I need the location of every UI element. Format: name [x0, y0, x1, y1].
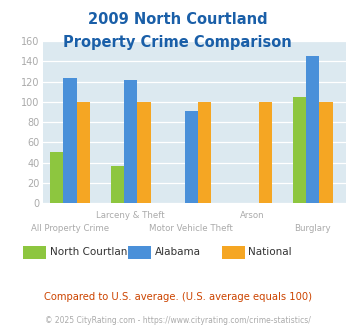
Text: All Property Crime: All Property Crime: [31, 224, 109, 233]
Text: Motor Vehicle Theft: Motor Vehicle Theft: [149, 224, 233, 233]
Bar: [306, 56, 320, 203]
Text: National: National: [248, 248, 292, 257]
Bar: [137, 102, 151, 203]
Bar: [124, 80, 137, 203]
Text: North Courtland: North Courtland: [50, 248, 134, 257]
Bar: [185, 111, 198, 203]
Bar: [111, 166, 124, 203]
Bar: [320, 102, 333, 203]
Bar: [63, 78, 77, 203]
Bar: [77, 102, 90, 203]
Text: Alabama: Alabama: [154, 248, 201, 257]
Text: Compared to U.S. average. (U.S. average equals 100): Compared to U.S. average. (U.S. average …: [44, 292, 311, 302]
Text: Burglary: Burglary: [294, 224, 331, 233]
Bar: [293, 97, 306, 203]
Text: © 2025 CityRating.com - https://www.cityrating.com/crime-statistics/: © 2025 CityRating.com - https://www.city…: [45, 316, 310, 325]
Text: 2009 North Courtland: 2009 North Courtland: [88, 12, 267, 26]
Bar: [50, 152, 63, 203]
Text: Property Crime Comparison: Property Crime Comparison: [63, 35, 292, 50]
Bar: [198, 102, 211, 203]
Text: Arson: Arson: [240, 211, 264, 220]
Bar: [259, 102, 272, 203]
Text: Larceny & Theft: Larceny & Theft: [96, 211, 165, 220]
